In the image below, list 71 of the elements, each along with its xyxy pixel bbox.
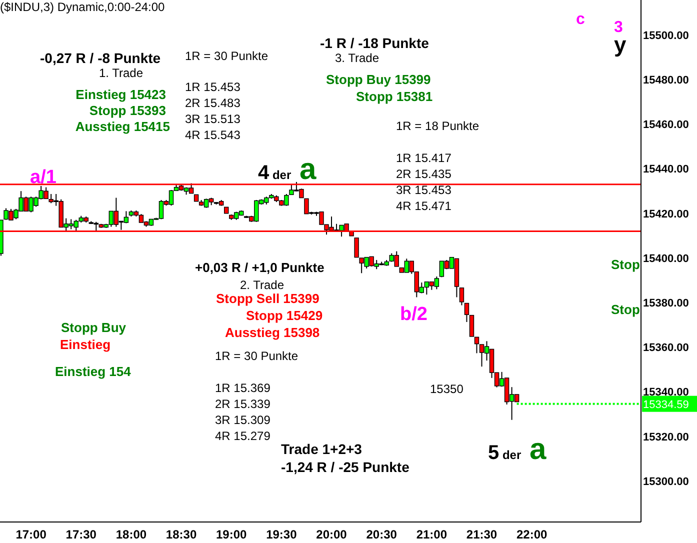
x-tick-label: 18:30 bbox=[166, 528, 197, 542]
candlestick bbox=[469, 314, 474, 337]
y-tick-label: 15340.00 bbox=[643, 386, 689, 399]
annotation: Stopp Sell 15399 bbox=[216, 291, 320, 306]
annotation: Ausstieg 15415 bbox=[75, 119, 170, 134]
annotation: 1R 15.417 bbox=[396, 151, 452, 165]
y-tick-label: 15480.00 bbox=[643, 74, 689, 87]
candlestick bbox=[464, 302, 470, 322]
annotation: 3R 15.309 bbox=[215, 413, 270, 427]
annotation: 2R 15.483 bbox=[185, 96, 240, 110]
annotation: Stopp Buy bbox=[61, 320, 126, 335]
annotation: 4R 15.279 bbox=[215, 429, 270, 443]
annotation: 5 der a bbox=[488, 433, 546, 466]
annotation: Einstieg 15423 bbox=[76, 87, 166, 102]
x-tick-label: 18:00 bbox=[116, 528, 147, 542]
annotation: 1R 15.369 bbox=[215, 381, 270, 395]
annotation: Stop bbox=[611, 257, 640, 272]
y-tick-label: 15380.00 bbox=[643, 297, 689, 310]
y-tick-label: 15500.00 bbox=[643, 30, 689, 42]
y-tick-label: 15400.00 bbox=[643, 252, 689, 265]
annotation: -1,24 R / -25 Punkte bbox=[281, 459, 410, 475]
annotation: Einstieg bbox=[60, 337, 111, 352]
y-tick-label: 15360.00 bbox=[643, 342, 689, 354]
annotation: a/1 bbox=[30, 167, 56, 188]
annotation: 1R 15.453 bbox=[185, 80, 240, 94]
annotation: 2R 15.339 bbox=[215, 397, 270, 411]
x-tick-label: 20:00 bbox=[316, 528, 348, 542]
annotation: 1R = 18 Punkte bbox=[396, 119, 480, 133]
candlestick bbox=[459, 287, 464, 306]
annotation: 2R 15.435 bbox=[396, 167, 452, 181]
annotation: 15350 bbox=[430, 382, 464, 396]
annotation: 3. Trade bbox=[335, 51, 380, 65]
x-tick-label: 19:30 bbox=[266, 528, 298, 542]
annotation: +0,03 R / +1,0 Punkte bbox=[195, 260, 324, 275]
annotation: 4 der a bbox=[258, 153, 316, 186]
annotation: 2. Trade bbox=[240, 278, 284, 292]
y-tick-label: 15300.00 bbox=[643, 476, 689, 488]
annotation: -0,27 R / -8 Punkte bbox=[40, 50, 161, 66]
candlestick bbox=[474, 336, 480, 354]
annotation: 3R 15.453 bbox=[396, 183, 452, 197]
annotation: Stopp 15429 bbox=[246, 308, 323, 323]
annotation: Stop bbox=[611, 302, 640, 317]
annotation: 1R = 30 Punkte bbox=[185, 49, 268, 63]
annotation: Stopp 15381 bbox=[356, 89, 433, 104]
chart-title: ($INDU,3) Dynamic,0:00-24:00 bbox=[0, 0, 165, 14]
annotation: Ausstieg 15398 bbox=[225, 325, 320, 340]
x-tick-label: 17:30 bbox=[66, 528, 97, 542]
annotation: 1R = 30 Punkte bbox=[215, 349, 298, 363]
x-tick-label: 21:30 bbox=[466, 528, 498, 542]
y-tick-label: 15420.00 bbox=[643, 208, 689, 220]
annotation: Stopp Buy 15399 bbox=[326, 72, 431, 87]
annotation: Einstieg 154 bbox=[55, 364, 131, 379]
y-tick-label: 15460.00 bbox=[643, 119, 689, 132]
annotation: 3R 15.513 bbox=[185, 112, 240, 126]
annotation: Stopp 15393 bbox=[89, 103, 166, 118]
x-tick-label: 22:00 bbox=[516, 528, 548, 542]
x-tick-label: 21:00 bbox=[416, 528, 448, 542]
annotation: b/2 bbox=[400, 304, 428, 325]
annotation: -1 R / -18 Punkte bbox=[320, 35, 429, 51]
annotation: c bbox=[576, 11, 585, 28]
x-tick-label: 20:30 bbox=[366, 528, 398, 542]
ref-line-label: 15334.59 bbox=[643, 398, 689, 411]
annotation: 4R 15.471 bbox=[396, 199, 452, 213]
annotation: 1. Trade bbox=[99, 66, 144, 80]
y-tick-label: 15320.00 bbox=[643, 431, 689, 444]
annotation: 4R 15.543 bbox=[185, 128, 240, 142]
candlestick bbox=[354, 238, 359, 258]
annotation: Trade 1+2+3 bbox=[281, 441, 362, 457]
x-tick-label: 19:00 bbox=[216, 528, 248, 542]
y-tick-label: 15440.00 bbox=[643, 164, 689, 176]
x-tick-label: 17:00 bbox=[16, 528, 47, 542]
